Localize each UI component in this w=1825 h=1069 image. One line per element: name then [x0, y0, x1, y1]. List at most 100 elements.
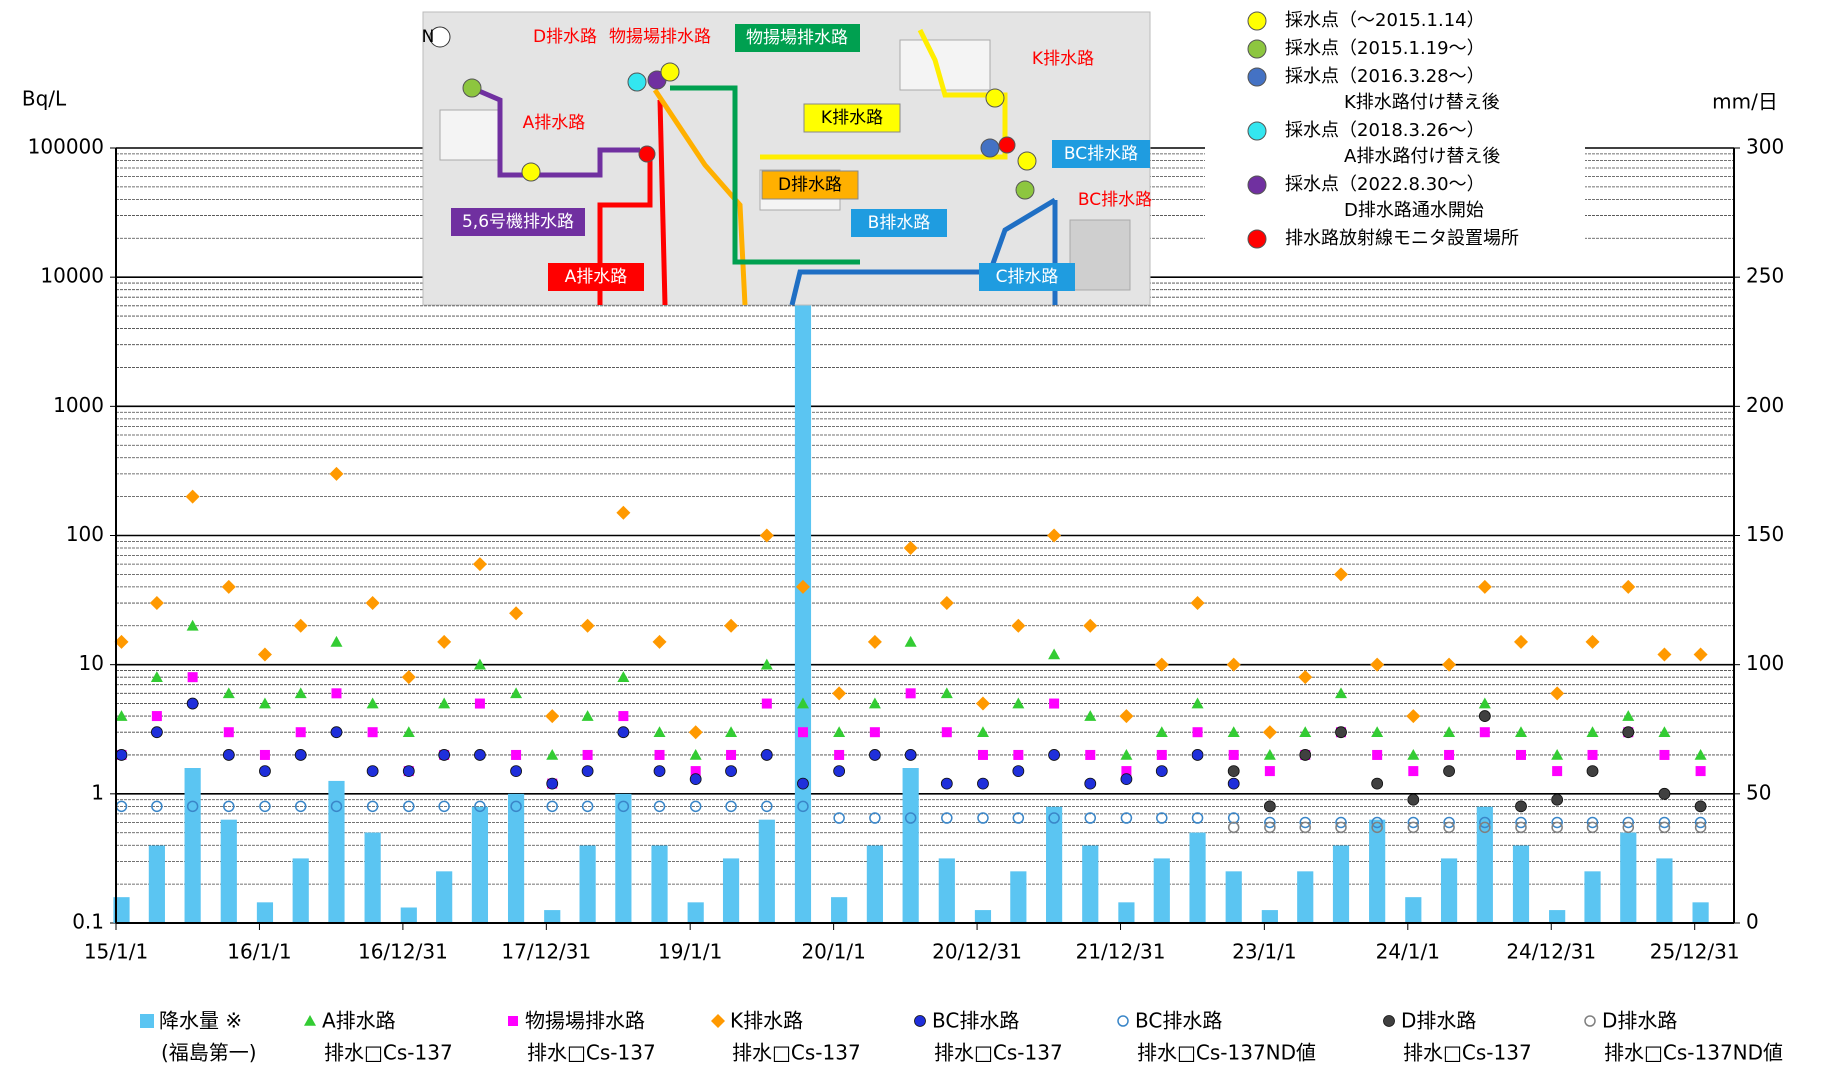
- rain-bar: [1082, 845, 1099, 923]
- marker-circle: [653, 765, 666, 777]
- marker-square: [582, 749, 593, 760]
- marker-diamond: [711, 1014, 725, 1028]
- map-label: 物揚場排水路: [609, 27, 711, 47]
- marker-square: [1085, 749, 1096, 760]
- rain-bar: [1153, 858, 1170, 923]
- rain-bar: [507, 793, 525, 923]
- route: [597, 150, 653, 305]
- rain-bar: [831, 897, 848, 923]
- marker-circle: [1227, 777, 1240, 790]
- marker-square: [1192, 727, 1203, 738]
- marker-open-circle: [1551, 816, 1563, 829]
- marker-circle: [1478, 710, 1491, 722]
- map-legend-marker: [1247, 11, 1267, 31]
- marker-circle: [797, 777, 809, 790]
- marker-open-circle: [366, 800, 379, 813]
- y-tick-label: 10000: [40, 264, 104, 288]
- map-label: D排水路: [533, 27, 597, 47]
- marker-open-circle: [1586, 816, 1599, 829]
- y-tick-label: 10: [79, 651, 104, 675]
- route: [657, 99, 668, 306]
- rain-bar: [758, 819, 775, 923]
- marker-diamond: [1226, 657, 1241, 672]
- map-point: [660, 62, 680, 82]
- marker-triangle: [294, 687, 307, 699]
- marker-square: [618, 711, 629, 722]
- marker-open-circle: [1299, 821, 1311, 834]
- marker-triangle: [402, 726, 415, 738]
- rain-bar: [1476, 806, 1493, 923]
- marker-triangle: [1622, 710, 1635, 721]
- map-legend-note: D排水路通水開始: [1344, 200, 1484, 221]
- marker-diamond: [293, 618, 308, 633]
- marker-open-circle: [1658, 816, 1671, 829]
- marker-open-circle: [1117, 1015, 1129, 1027]
- marker-square: [1408, 766, 1419, 777]
- map-point: [980, 138, 1000, 158]
- map-label: D排水路: [778, 175, 842, 195]
- marker-circle: [1586, 765, 1599, 777]
- marker-square: [1587, 749, 1598, 760]
- legend-label: K排水路: [730, 1009, 803, 1033]
- legend-label: 排水□Cs-137ND値: [1137, 1041, 1316, 1065]
- rain-bar: [615, 793, 632, 923]
- marker-open-circle: [510, 800, 522, 813]
- x-tick-label: 17/12/31: [501, 940, 591, 964]
- marker-square: [690, 766, 701, 777]
- marker-open-circle: [1694, 816, 1707, 829]
- map-point: [1015, 180, 1035, 200]
- marker-triangle: [438, 697, 451, 709]
- marker-diamond: [1585, 634, 1600, 649]
- marker-open-circle: [761, 800, 773, 813]
- rain-bar: [1584, 871, 1601, 923]
- marker-triangle: [1084, 710, 1097, 721]
- rain-bar: [1369, 819, 1386, 923]
- marker-open-circle: [1479, 816, 1491, 829]
- map-label: B排水路: [868, 213, 931, 233]
- marker-circle: [1120, 773, 1133, 786]
- y-tick-label: 100000: [28, 135, 104, 159]
- marker-circle: [259, 765, 271, 777]
- marker-triangle: [1407, 748, 1420, 760]
- marker-diamond: [1190, 596, 1205, 611]
- rain-bar: [256, 902, 274, 923]
- y2-tick-label: 250: [1746, 264, 1784, 288]
- map-label-box: [735, 24, 860, 52]
- marker-open-circle: [403, 800, 415, 813]
- marker-diamond: [1262, 725, 1277, 740]
- marker-diamond: [329, 466, 344, 481]
- rain-bar: [651, 845, 668, 923]
- marker-diamond: [509, 606, 524, 621]
- marker-open-circle: [1371, 816, 1383, 829]
- route: [670, 85, 860, 265]
- marker-diamond: [688, 725, 703, 740]
- marker-open-circle: [1515, 816, 1527, 829]
- legend-label: 排水□Cs-137: [732, 1041, 861, 1065]
- marker-triangle: [1299, 726, 1312, 738]
- marker-diamond: [903, 541, 918, 556]
- map-building: [1069, 219, 1131, 291]
- rain-bar: [1118, 902, 1135, 923]
- marker-open-circle: [1622, 816, 1635, 829]
- map-label-box: [851, 209, 947, 237]
- overlay: N D排水路 物揚場排水路 物揚場排水路 K排水路 A排水路 K排水路 BC排水…: [422, 0, 1585, 306]
- marker-triangle: [1048, 648, 1061, 660]
- marker-triangle: [1155, 726, 1168, 738]
- rain-bar: [544, 910, 561, 923]
- marker-circle: [186, 697, 199, 710]
- marker-triangle: [258, 697, 271, 709]
- marker-square: [977, 749, 988, 760]
- marker-diamond: [1621, 579, 1636, 594]
- legend-swatch: [140, 1014, 154, 1028]
- legend-label: 排水□Cs-137: [934, 1041, 1063, 1065]
- rain-bar: [1549, 910, 1566, 923]
- map-legend-note: K排水路付け替え後: [1344, 92, 1500, 113]
- marker-square: [331, 688, 342, 699]
- map-legend-marker: [1247, 121, 1267, 141]
- marker-open-circle: [1264, 821, 1276, 834]
- marker-open-circle: [1658, 821, 1671, 834]
- marker-circle: [725, 765, 737, 777]
- marker-triangle: [653, 726, 666, 738]
- rain-bar: [1692, 902, 1709, 923]
- map-legend-label: 採水点（2022.8.30～）: [1285, 174, 1485, 195]
